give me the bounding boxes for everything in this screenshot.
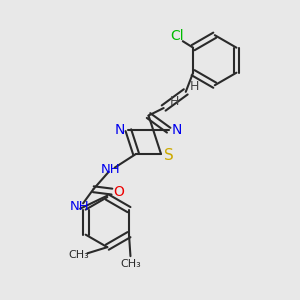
Text: N: N xyxy=(172,123,182,136)
Text: S: S xyxy=(164,148,174,163)
Text: N: N xyxy=(115,123,125,136)
Text: CH₃: CH₃ xyxy=(120,259,141,269)
Text: H: H xyxy=(189,80,199,93)
Text: H: H xyxy=(169,95,179,108)
Text: Cl: Cl xyxy=(170,29,184,44)
Text: NH: NH xyxy=(70,200,89,213)
Text: NH: NH xyxy=(100,163,120,176)
Text: CH₃: CH₃ xyxy=(68,250,89,260)
Text: O: O xyxy=(114,185,124,199)
